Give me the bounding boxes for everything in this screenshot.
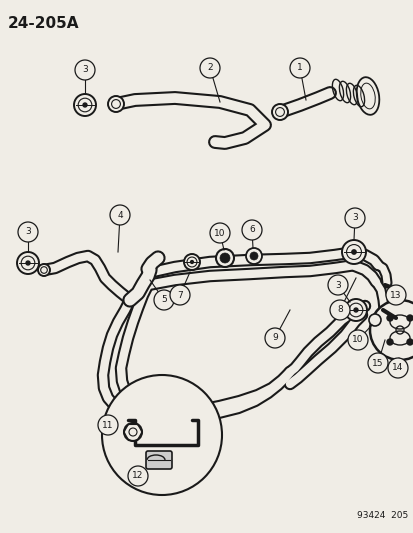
Circle shape	[124, 423, 142, 441]
Text: 13: 13	[389, 290, 401, 300]
Circle shape	[38, 264, 50, 276]
Text: 14: 14	[392, 364, 403, 373]
Circle shape	[219, 253, 230, 263]
Circle shape	[264, 328, 284, 348]
Circle shape	[353, 308, 357, 312]
Circle shape	[17, 252, 39, 274]
Circle shape	[83, 103, 87, 107]
Circle shape	[327, 275, 347, 295]
Text: 10: 10	[351, 335, 363, 344]
Circle shape	[369, 300, 413, 360]
Text: 3: 3	[334, 280, 340, 289]
Text: 3: 3	[351, 214, 357, 222]
Circle shape	[98, 415, 118, 435]
Circle shape	[249, 252, 257, 260]
Circle shape	[344, 299, 366, 321]
Circle shape	[128, 466, 147, 486]
Circle shape	[386, 315, 392, 321]
Circle shape	[347, 330, 367, 350]
Text: 5: 5	[161, 295, 166, 304]
Circle shape	[351, 250, 355, 254]
Circle shape	[26, 261, 30, 265]
Circle shape	[387, 358, 407, 378]
Circle shape	[329, 300, 349, 320]
Circle shape	[344, 208, 364, 228]
Text: 93424  205: 93424 205	[356, 511, 407, 520]
Text: 4: 4	[117, 211, 123, 220]
Circle shape	[170, 285, 190, 305]
Circle shape	[190, 261, 193, 263]
Circle shape	[406, 339, 412, 345]
Circle shape	[75, 60, 95, 80]
Text: 12: 12	[132, 472, 143, 481]
Text: 7: 7	[177, 290, 183, 300]
Circle shape	[199, 58, 219, 78]
Text: 9: 9	[271, 334, 277, 343]
Circle shape	[183, 254, 199, 270]
Text: 1: 1	[297, 63, 302, 72]
Circle shape	[102, 375, 221, 495]
Circle shape	[245, 248, 261, 264]
Text: 10: 10	[214, 229, 225, 238]
Circle shape	[289, 58, 309, 78]
Circle shape	[18, 222, 38, 242]
Circle shape	[242, 220, 261, 240]
Circle shape	[341, 240, 365, 264]
FancyBboxPatch shape	[146, 451, 171, 469]
Text: 15: 15	[371, 359, 383, 367]
Circle shape	[74, 94, 96, 116]
Text: 2: 2	[206, 63, 212, 72]
Circle shape	[154, 290, 173, 310]
Text: 6: 6	[249, 225, 254, 235]
Ellipse shape	[356, 77, 378, 115]
Circle shape	[108, 96, 124, 112]
Circle shape	[385, 285, 405, 305]
Circle shape	[110, 205, 130, 225]
Text: 8: 8	[336, 305, 342, 314]
Text: 11: 11	[102, 421, 114, 430]
Circle shape	[368, 314, 380, 326]
Circle shape	[209, 223, 230, 243]
Circle shape	[386, 339, 392, 345]
Text: 3: 3	[82, 66, 88, 75]
Text: 3: 3	[25, 228, 31, 237]
Circle shape	[271, 104, 287, 120]
Circle shape	[367, 353, 387, 373]
Text: 24-205A: 24-205A	[8, 16, 79, 31]
Circle shape	[406, 315, 412, 321]
Circle shape	[216, 249, 233, 267]
